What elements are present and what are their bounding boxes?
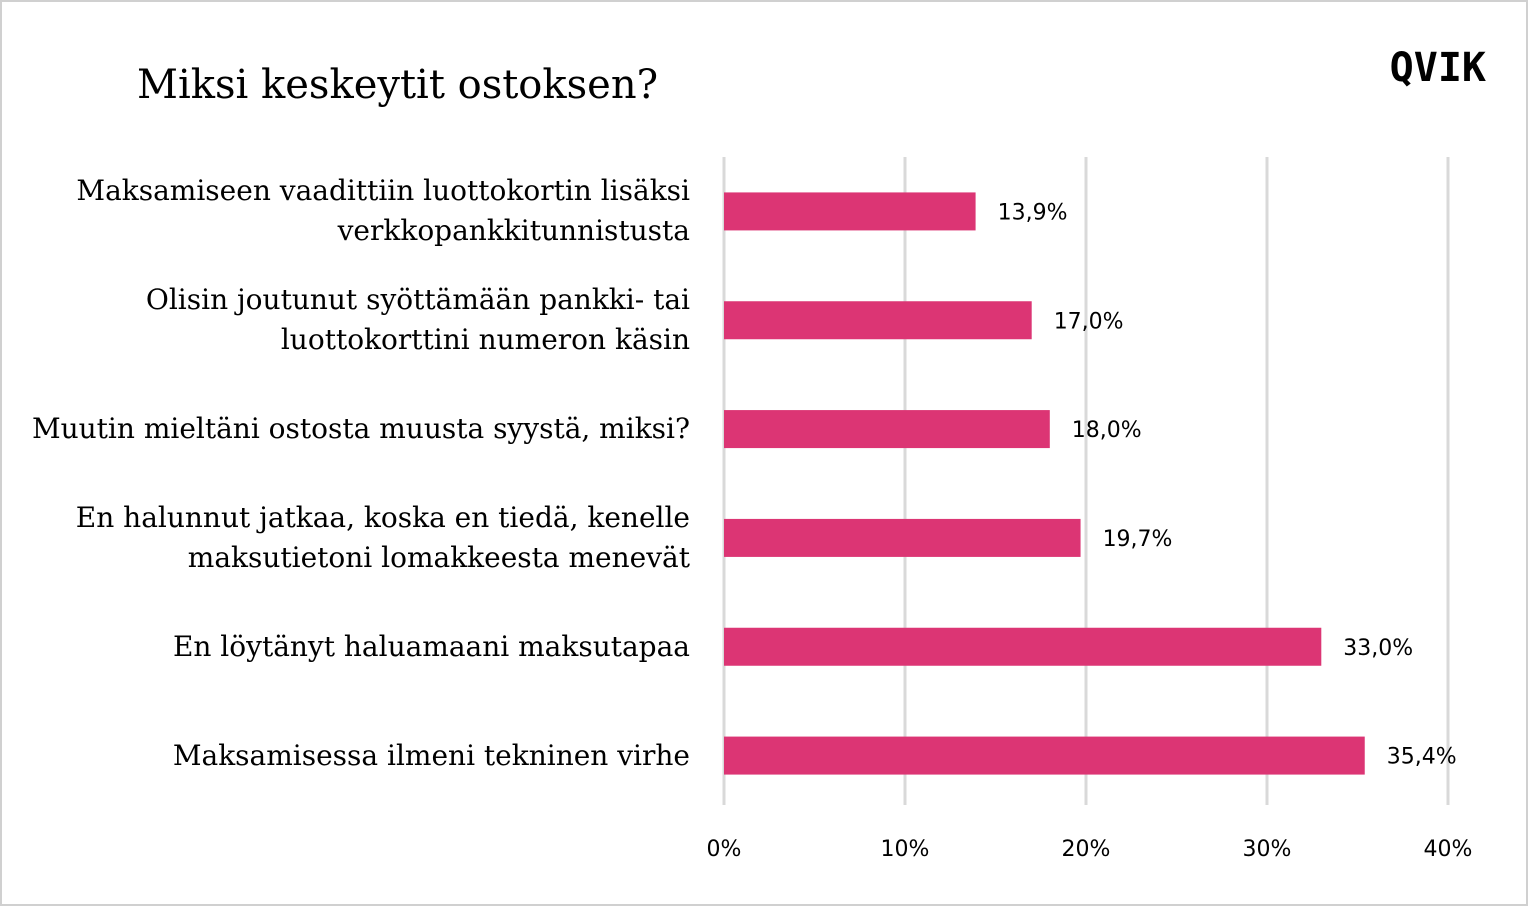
x-tick-label: 20% [1062,837,1111,862]
y-tick-label: En löytänyt haluamaani maksutapaa [172,629,690,663]
bar [724,410,1050,449]
bar [724,192,976,231]
y-tick-label: En halunnut jatkaa, koska en tiedä, kene… [75,500,690,574]
bar [724,301,1032,340]
data-label: 35,4% [1387,745,1457,770]
x-tick-label: 10% [881,837,930,862]
bar [724,736,1365,775]
y-tick-label: Muutin mieltäni ostosta muusta syystä, m… [31,412,690,446]
y-tick-label: Maksamisessa ilmeni tekninen virhe [172,738,690,772]
y-tick-label: Maksamiseen vaadittiin luottokortin lisä… [76,174,690,248]
data-label: 17,0% [1054,309,1124,334]
data-label: 13,9% [998,200,1068,225]
x-tick-label: 40% [1424,837,1473,862]
bar [724,627,1322,666]
y-tick-label: Olisin joutunut syöttämään pankki- tai l… [145,283,690,357]
x-tick-label: 30% [1243,837,1292,862]
data-label: 19,7% [1103,527,1173,552]
logo: QVIK [1390,45,1486,91]
chart-title: Miksi keskeytit ostoksen? [137,62,658,108]
data-label: 18,0% [1072,418,1142,443]
x-tick-label: 0% [707,837,742,862]
data-label: 33,0% [1343,636,1413,661]
bar [724,518,1081,557]
